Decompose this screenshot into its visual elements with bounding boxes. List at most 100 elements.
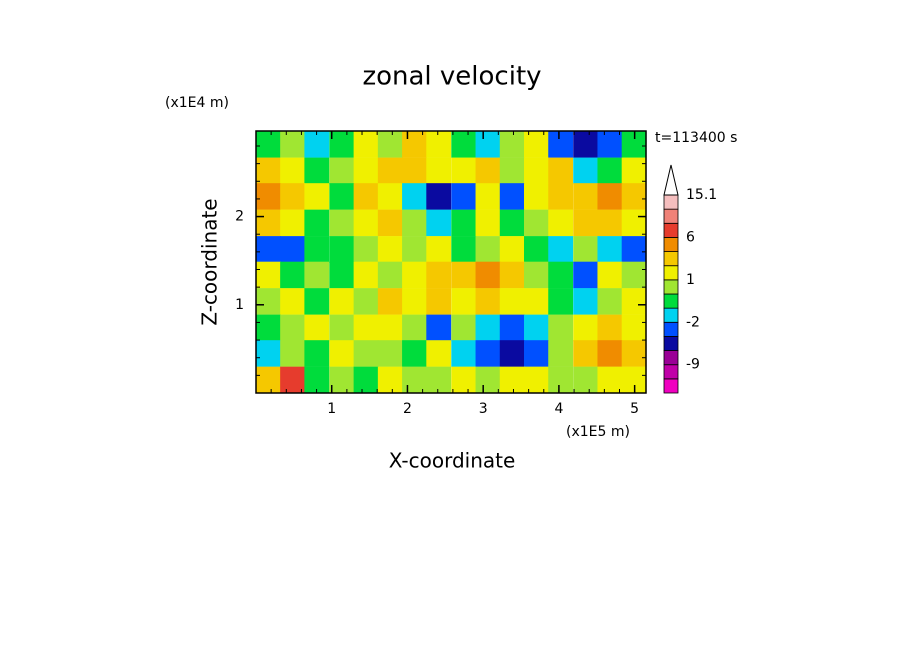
contour-cell xyxy=(402,314,427,342)
contour-cell xyxy=(475,236,501,263)
contour-cell xyxy=(499,340,525,367)
colorbar-swatch xyxy=(663,307,679,323)
contour-cell xyxy=(426,314,452,342)
contour-cell xyxy=(255,366,281,394)
colorbar-swatch xyxy=(663,265,679,281)
contour-cell xyxy=(573,340,599,367)
contour-cell xyxy=(304,183,330,210)
contour-cell xyxy=(304,131,330,158)
contour-cell xyxy=(573,131,599,158)
colorbar-swatch xyxy=(663,237,679,252)
colorbar-arrow xyxy=(663,164,679,196)
contour-cell xyxy=(377,366,403,394)
contour-cell xyxy=(451,131,477,158)
y-axis-label: Z-coordinate xyxy=(198,198,222,325)
contour-cell xyxy=(475,209,501,237)
contour-cell xyxy=(280,314,306,342)
contour-cell xyxy=(329,261,355,289)
contour-cell xyxy=(329,157,355,185)
contour-cell xyxy=(353,131,379,158)
colorbar-swatch xyxy=(663,208,679,224)
contour-cell xyxy=(329,209,355,237)
colorbar-label: -2 xyxy=(686,314,700,330)
contour-cell xyxy=(426,236,452,263)
contour-cell xyxy=(304,157,330,185)
contour-cell xyxy=(353,157,379,185)
contour-cell xyxy=(451,236,477,263)
contour-cell xyxy=(451,209,477,237)
contour-cell xyxy=(329,314,355,342)
contour-cell xyxy=(451,157,477,185)
contour-cell xyxy=(499,261,525,289)
contour-cell xyxy=(402,261,427,289)
contour-cell xyxy=(426,157,452,185)
contour-cell xyxy=(573,236,599,263)
colorbar-swatch xyxy=(663,364,679,380)
contour-cell xyxy=(621,340,647,367)
contour-cell xyxy=(548,314,574,342)
colorbar-swatch xyxy=(663,336,679,351)
contour-cell xyxy=(451,366,477,394)
contour-cell xyxy=(280,131,306,158)
contour-cell xyxy=(255,209,281,237)
contour-cell xyxy=(329,366,355,394)
contour-cell xyxy=(451,261,477,289)
colorbar-label: 1 xyxy=(686,272,695,288)
contour-cell xyxy=(499,288,525,315)
contour-cell xyxy=(524,288,549,315)
contour-cell xyxy=(329,183,355,210)
contour-cell xyxy=(548,366,574,394)
x-tick-label: 2 xyxy=(403,401,412,417)
contour-cell xyxy=(451,288,477,315)
contour-cell xyxy=(304,314,330,342)
y-unit: (x1E4 m) xyxy=(165,95,229,111)
contour-cell xyxy=(548,261,574,289)
contour-cell xyxy=(353,261,379,289)
contour-cell xyxy=(499,314,525,342)
contour-cell xyxy=(499,183,525,210)
contour-cell xyxy=(353,236,379,263)
x-tick-label: 1 xyxy=(327,401,336,417)
contour-cell xyxy=(255,340,281,367)
contour-cell xyxy=(353,340,379,367)
contour-cell xyxy=(377,157,403,185)
contour-cell xyxy=(377,236,403,263)
contour-cell xyxy=(597,314,623,342)
contour-cell xyxy=(621,157,647,185)
contour-cell xyxy=(524,236,549,263)
colorbar-swatch xyxy=(663,321,679,337)
contour-cell xyxy=(573,288,599,315)
contour-cell xyxy=(426,288,452,315)
contour-cell xyxy=(402,131,427,158)
contour-cell xyxy=(255,131,281,158)
contour-cell xyxy=(597,183,623,210)
x-tick-label: 3 xyxy=(479,401,488,417)
contour-cell xyxy=(377,209,403,237)
contour-cell xyxy=(280,236,306,263)
contour-cell xyxy=(280,261,306,289)
contour-cell xyxy=(377,261,403,289)
contour-cell xyxy=(475,366,501,394)
contour-cell xyxy=(353,288,379,315)
contour-cell xyxy=(597,209,623,237)
contour-cell xyxy=(377,314,403,342)
contour-cell xyxy=(426,261,452,289)
contour-cell xyxy=(402,236,427,263)
contour-cell xyxy=(475,288,501,315)
y-tick-label: 2 xyxy=(235,209,244,225)
contour-cell xyxy=(573,157,599,185)
contour-cell xyxy=(573,366,599,394)
contour-cell xyxy=(499,366,525,394)
contour-cell xyxy=(280,209,306,237)
contour-cell xyxy=(597,157,623,185)
contour-cell xyxy=(255,157,281,185)
x-tick-label: 5 xyxy=(630,401,639,417)
contour-cell xyxy=(524,157,549,185)
chart-title: zonal velocity xyxy=(362,62,541,92)
contour-cell xyxy=(255,314,281,342)
contour-cell xyxy=(475,157,501,185)
contour-cell xyxy=(280,183,306,210)
colorbar-swatch xyxy=(663,194,679,210)
